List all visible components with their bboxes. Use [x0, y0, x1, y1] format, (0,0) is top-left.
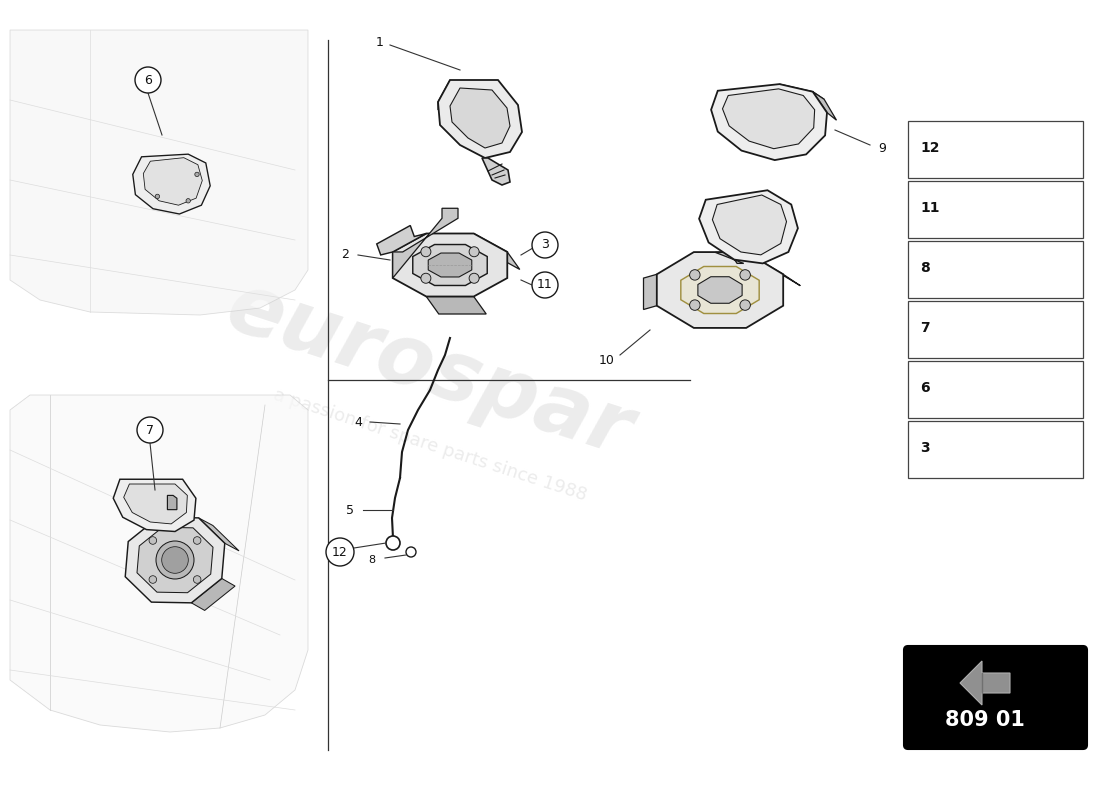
Circle shape — [1026, 138, 1046, 158]
Text: 4: 4 — [354, 415, 362, 429]
Circle shape — [740, 300, 750, 310]
Polygon shape — [10, 30, 308, 315]
Circle shape — [690, 300, 700, 310]
Circle shape — [690, 270, 700, 280]
Polygon shape — [393, 208, 458, 278]
FancyBboxPatch shape — [908, 361, 1084, 418]
FancyBboxPatch shape — [908, 421, 1084, 478]
Text: 9: 9 — [878, 142, 886, 154]
Polygon shape — [138, 527, 213, 593]
Polygon shape — [474, 234, 520, 270]
Text: 8: 8 — [920, 261, 929, 275]
Circle shape — [740, 270, 750, 280]
Polygon shape — [723, 89, 815, 149]
Circle shape — [326, 538, 354, 566]
Circle shape — [194, 537, 201, 544]
Text: 8: 8 — [368, 555, 375, 565]
Text: 7: 7 — [920, 321, 929, 335]
Circle shape — [421, 246, 431, 257]
FancyBboxPatch shape — [1016, 254, 1044, 282]
Circle shape — [469, 246, 480, 257]
Text: 11: 11 — [920, 201, 939, 215]
FancyBboxPatch shape — [908, 241, 1084, 298]
Polygon shape — [715, 252, 744, 263]
Polygon shape — [780, 84, 824, 99]
Polygon shape — [644, 274, 657, 310]
FancyBboxPatch shape — [908, 181, 1084, 238]
Text: 1: 1 — [376, 35, 384, 49]
Polygon shape — [10, 395, 308, 732]
Text: 12: 12 — [920, 141, 939, 155]
Circle shape — [421, 274, 431, 283]
Polygon shape — [697, 277, 742, 303]
Polygon shape — [167, 495, 177, 510]
Polygon shape — [438, 80, 522, 158]
Polygon shape — [746, 252, 801, 286]
Circle shape — [386, 536, 400, 550]
Circle shape — [1026, 310, 1046, 330]
Circle shape — [194, 576, 201, 583]
Circle shape — [156, 541, 194, 579]
Circle shape — [532, 272, 558, 298]
Text: 3: 3 — [541, 238, 549, 251]
Text: 809 01: 809 01 — [945, 710, 1025, 730]
Polygon shape — [450, 88, 510, 148]
Circle shape — [135, 67, 161, 93]
Circle shape — [138, 417, 163, 443]
Text: 6: 6 — [920, 381, 929, 395]
Polygon shape — [960, 661, 1010, 705]
Polygon shape — [711, 84, 827, 160]
FancyBboxPatch shape — [1020, 374, 1050, 402]
Polygon shape — [113, 479, 196, 531]
Circle shape — [532, 232, 558, 258]
Circle shape — [162, 546, 188, 574]
Polygon shape — [657, 252, 783, 328]
Circle shape — [148, 537, 156, 544]
Polygon shape — [482, 158, 510, 185]
FancyBboxPatch shape — [1028, 382, 1042, 394]
Text: 2: 2 — [341, 249, 349, 262]
FancyBboxPatch shape — [908, 121, 1084, 178]
Text: 5: 5 — [346, 503, 354, 517]
Text: 7: 7 — [146, 423, 154, 437]
Polygon shape — [393, 234, 507, 297]
Polygon shape — [143, 158, 202, 206]
Polygon shape — [376, 226, 427, 255]
Text: 3: 3 — [920, 441, 929, 455]
Polygon shape — [700, 190, 798, 263]
Text: a passion for spare parts since 1988: a passion for spare parts since 1988 — [271, 386, 588, 504]
Polygon shape — [813, 92, 836, 120]
Polygon shape — [412, 245, 487, 286]
FancyBboxPatch shape — [904, 646, 1087, 749]
Text: 11: 11 — [537, 278, 553, 291]
Circle shape — [186, 198, 190, 203]
FancyBboxPatch shape — [908, 301, 1084, 358]
Polygon shape — [133, 154, 210, 214]
Polygon shape — [427, 297, 486, 314]
Polygon shape — [428, 253, 472, 277]
Text: eurospar: eurospar — [218, 266, 642, 474]
Polygon shape — [125, 517, 224, 603]
Circle shape — [1040, 252, 1056, 268]
Text: 10: 10 — [600, 354, 615, 366]
Text: 6: 6 — [144, 74, 152, 86]
Polygon shape — [156, 501, 165, 524]
Polygon shape — [199, 518, 239, 551]
Text: 12: 12 — [332, 546, 348, 558]
Circle shape — [155, 194, 160, 198]
Circle shape — [148, 576, 156, 583]
Polygon shape — [681, 266, 759, 314]
Circle shape — [469, 274, 480, 283]
Circle shape — [406, 547, 416, 557]
Polygon shape — [123, 484, 187, 524]
Polygon shape — [438, 80, 450, 110]
Polygon shape — [713, 195, 786, 255]
Circle shape — [195, 172, 199, 177]
Polygon shape — [191, 578, 235, 610]
